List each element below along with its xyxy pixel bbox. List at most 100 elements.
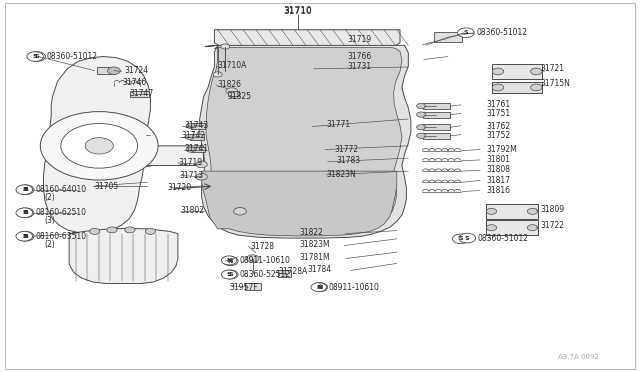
Text: S: S xyxy=(463,30,468,35)
Text: 31713: 31713 xyxy=(180,171,204,180)
Bar xyxy=(434,32,463,42)
Text: 08360-51012: 08360-51012 xyxy=(476,28,527,37)
Text: 08911-10610: 08911-10610 xyxy=(329,283,380,292)
Text: 31719: 31719 xyxy=(348,35,372,44)
Bar xyxy=(423,124,450,130)
Text: 31809: 31809 xyxy=(541,205,565,214)
Circle shape xyxy=(312,283,328,292)
Bar xyxy=(245,283,261,290)
Circle shape xyxy=(221,270,237,279)
Text: 31728: 31728 xyxy=(251,242,275,251)
Polygon shape xyxy=(200,45,411,238)
Circle shape xyxy=(417,112,426,117)
Text: 31721: 31721 xyxy=(541,64,564,73)
Circle shape xyxy=(27,52,44,61)
Polygon shape xyxy=(44,57,204,234)
Polygon shape xyxy=(202,171,397,236)
Text: 31823M: 31823M xyxy=(300,240,330,249)
Circle shape xyxy=(16,208,33,218)
Text: 08911-10610: 08911-10610 xyxy=(239,256,290,265)
Text: 31728A: 31728A xyxy=(278,267,308,276)
Text: 31731: 31731 xyxy=(348,62,372,71)
Text: 31826: 31826 xyxy=(218,80,242,89)
Text: 31822: 31822 xyxy=(300,228,323,237)
Text: 31710A: 31710A xyxy=(218,61,247,70)
Bar xyxy=(492,82,542,93)
Circle shape xyxy=(459,233,476,243)
Circle shape xyxy=(196,173,207,180)
Text: S: S xyxy=(33,54,38,59)
Circle shape xyxy=(417,103,426,109)
Text: 08360-52512: 08360-52512 xyxy=(239,270,291,279)
Text: 31742: 31742 xyxy=(182,131,206,140)
Circle shape xyxy=(17,231,34,241)
Circle shape xyxy=(486,208,497,214)
Text: 08160-64010: 08160-64010 xyxy=(36,185,87,194)
Bar xyxy=(191,123,205,129)
Text: 31710: 31710 xyxy=(284,6,312,15)
Text: 31802: 31802 xyxy=(180,206,205,215)
Text: (2): (2) xyxy=(45,240,56,248)
Text: 31746: 31746 xyxy=(123,78,147,87)
Text: N: N xyxy=(228,259,233,264)
Text: S: S xyxy=(35,54,40,59)
Circle shape xyxy=(186,147,195,152)
Circle shape xyxy=(221,44,230,49)
Text: 31710: 31710 xyxy=(284,7,312,16)
Bar xyxy=(492,64,542,79)
Text: 31722: 31722 xyxy=(541,221,564,230)
Circle shape xyxy=(458,28,474,38)
Text: 08160-63510: 08160-63510 xyxy=(36,232,87,241)
Circle shape xyxy=(29,52,45,61)
Text: 31784: 31784 xyxy=(307,265,332,274)
Circle shape xyxy=(527,208,538,214)
Circle shape xyxy=(486,225,497,231)
Circle shape xyxy=(17,185,34,195)
Circle shape xyxy=(125,227,135,233)
Bar xyxy=(97,67,115,74)
Text: 31761: 31761 xyxy=(486,100,511,109)
Text: B: B xyxy=(22,234,27,239)
Text: 31783: 31783 xyxy=(336,156,360,165)
Text: 31762: 31762 xyxy=(486,122,511,131)
Text: 31743: 31743 xyxy=(184,121,209,130)
Circle shape xyxy=(452,234,469,244)
Circle shape xyxy=(492,84,504,91)
Circle shape xyxy=(417,133,426,138)
Bar xyxy=(423,112,450,118)
Polygon shape xyxy=(214,30,400,46)
Text: 31747: 31747 xyxy=(129,89,154,98)
Bar xyxy=(228,91,239,96)
Text: B: B xyxy=(22,210,27,215)
Bar xyxy=(423,133,450,139)
Text: 31781M: 31781M xyxy=(300,253,330,262)
Text: 31766: 31766 xyxy=(348,52,372,61)
Text: 08360-51012: 08360-51012 xyxy=(46,52,97,61)
Bar xyxy=(486,204,538,219)
Text: (3): (3) xyxy=(45,216,56,225)
Circle shape xyxy=(223,257,238,266)
Circle shape xyxy=(246,255,259,262)
Text: 31751: 31751 xyxy=(486,109,511,118)
Circle shape xyxy=(311,283,326,292)
Circle shape xyxy=(221,256,237,265)
Text: N: N xyxy=(316,285,321,290)
Circle shape xyxy=(213,72,222,77)
Circle shape xyxy=(417,125,426,130)
Text: 31808: 31808 xyxy=(486,165,511,174)
Circle shape xyxy=(16,231,33,241)
Circle shape xyxy=(531,68,542,75)
Text: S: S xyxy=(228,272,233,277)
Text: 31719: 31719 xyxy=(178,158,202,167)
Text: 31724: 31724 xyxy=(125,66,149,75)
Text: S: S xyxy=(458,236,463,241)
Text: 31752: 31752 xyxy=(486,131,511,140)
Bar xyxy=(130,91,149,97)
Text: 31720: 31720 xyxy=(168,183,192,192)
Circle shape xyxy=(85,138,113,154)
Bar xyxy=(278,270,291,277)
Bar xyxy=(486,220,538,235)
Text: N: N xyxy=(227,258,232,263)
Text: N: N xyxy=(317,285,323,290)
Circle shape xyxy=(40,112,158,180)
